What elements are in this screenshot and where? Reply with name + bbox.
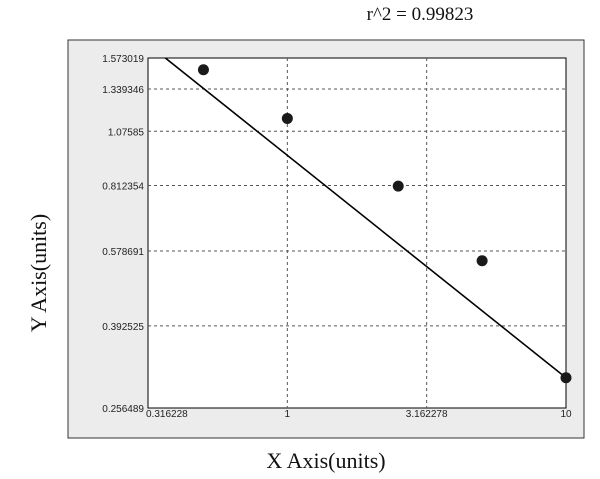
data-point	[393, 181, 404, 192]
x-tick-label: 1	[285, 409, 291, 420]
x-tick-label: 3.162278	[406, 409, 448, 420]
x-tick-label: 10	[560, 409, 572, 420]
data-point	[282, 113, 293, 124]
data-point	[198, 64, 209, 75]
y-tick-label: 0.392525	[102, 322, 144, 333]
r-squared-annotation: r^2 = 0.99823	[367, 4, 474, 25]
y-tick-label: 1.339346	[102, 85, 144, 96]
x-axis-label: X Axis(units)	[266, 448, 385, 473]
y-tick-label: 0.812354	[102, 182, 144, 193]
y-tick-label: 0.578691	[102, 247, 144, 258]
data-point	[477, 255, 488, 266]
x-tick-label: 0.316228	[146, 409, 188, 420]
y-tick-label: 1.07585	[108, 127, 145, 138]
data-point	[561, 372, 572, 383]
y-tick-label: 1.573019	[102, 54, 144, 65]
y-tick-label: 0.256489	[102, 404, 144, 415]
y-axis-label: Y Axis(units)	[26, 214, 51, 332]
plot-area	[148, 58, 566, 408]
